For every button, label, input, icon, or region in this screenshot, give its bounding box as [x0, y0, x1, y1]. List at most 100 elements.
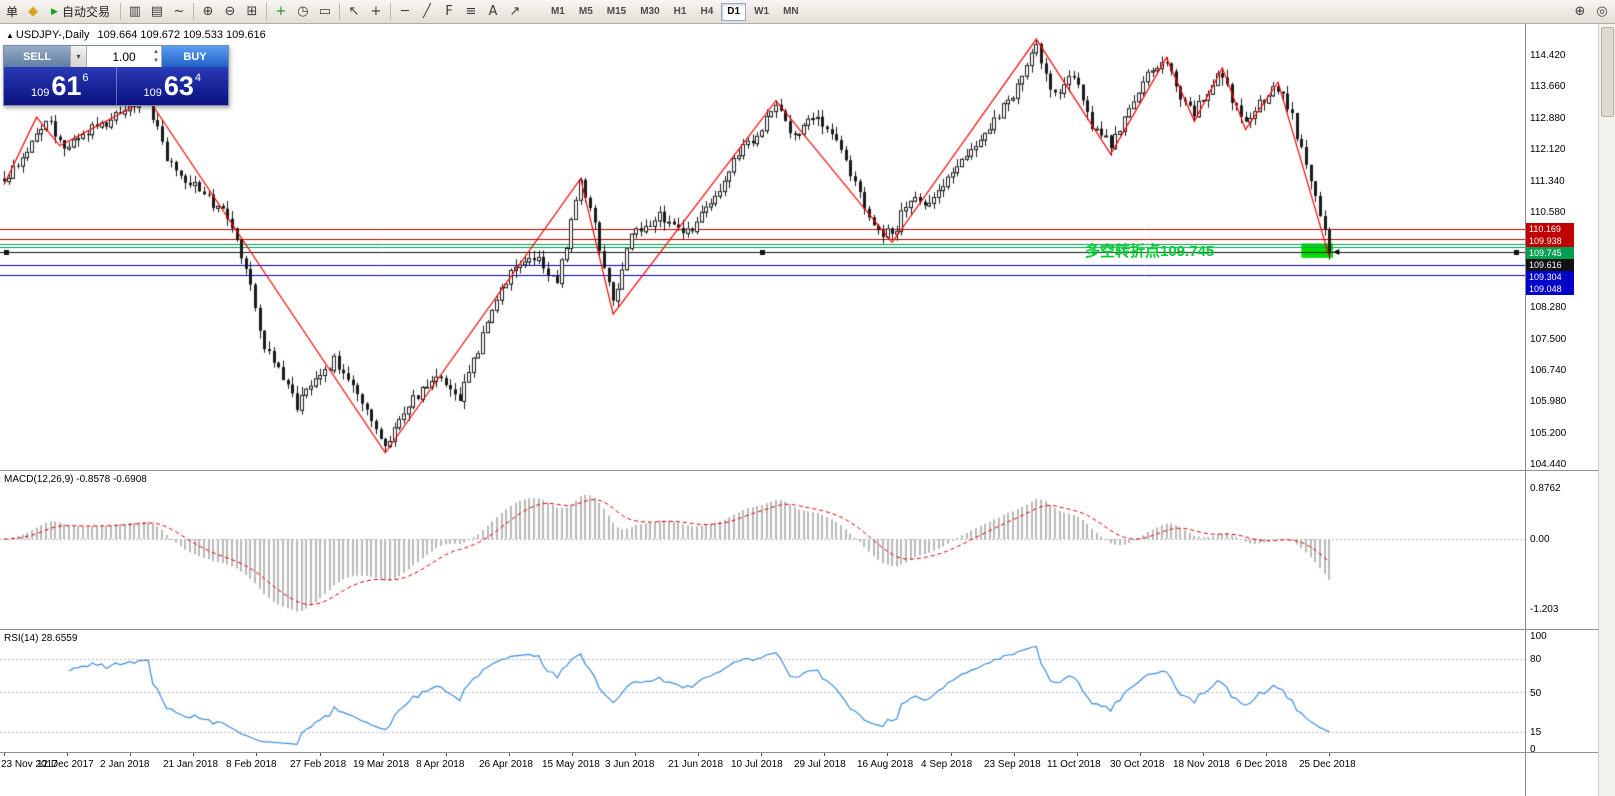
ask-prefix: 109: [143, 87, 162, 99]
time-axis-tick: [130, 753, 131, 756]
date-axis-label: 18 Nov 2018: [1173, 759, 1230, 770]
zoom-in-icon[interactable]: ⊕: [197, 2, 219, 22]
timeframe-button-m30[interactable]: M30: [634, 3, 665, 21]
volume-dropdown-button[interactable]: ▾: [70, 46, 87, 67]
bid-big-digits: 61: [51, 70, 82, 101]
ask-big-digits: 63: [163, 70, 194, 101]
price-chart-panel[interactable]: ▲ USDJPY-,Daily 109.664 109.672 109.533 1…: [0, 24, 1526, 470]
volume-input[interactable]: 1.00 ▲ ▼: [87, 46, 161, 67]
trendline-icon[interactable]: ╱: [416, 2, 438, 22]
timeframe-button-d1[interactable]: D1: [721, 2, 747, 21]
price-level-badge: 109.304: [1526, 271, 1575, 284]
tile-windows-icon[interactable]: ⊞: [241, 2, 263, 22]
time-axis-tick: [383, 753, 384, 756]
volume-up-icon[interactable]: ▲: [153, 48, 159, 55]
timeframe-button-m5[interactable]: M5: [573, 3, 599, 21]
ask-price[interactable]: 109 63 4: [115, 67, 229, 105]
time-axis-tick: [4, 753, 5, 756]
time-axis-tick: [446, 753, 447, 756]
crosshair-icon[interactable]: +: [365, 2, 387, 22]
time-axis[interactable]: 23 Nov 2017 12 Dec 2017 2 Jan 2018 21 Jan 2…: [0, 753, 1526, 777]
macd-canvas[interactable]: [0, 471, 1526, 629]
new-order-button[interactable]: 单: [6, 5, 19, 19]
candlestick-chart-canvas[interactable]: [0, 24, 1526, 470]
rsi-panel[interactable]: RSI(14) 28.6559: [0, 630, 1526, 752]
price-axis-label: 107.500: [1530, 333, 1567, 345]
volume-down-icon[interactable]: ▼: [153, 57, 159, 64]
panel-separator[interactable]: [0, 752, 1526, 753]
bar-chart-icon[interactable]: ▥: [124, 2, 146, 22]
time-axis-tick: [1203, 753, 1204, 756]
scrollbar-thumb[interactable]: [1601, 27, 1614, 117]
axis-separator: [1526, 470, 1598, 471]
text-icon[interactable]: A: [482, 2, 504, 22]
fibonacci-icon[interactable]: F: [438, 2, 460, 22]
macd-panel[interactable]: MACD(12,26,9) -0.8578 -0.6908: [0, 471, 1526, 629]
time-axis-tick: [951, 753, 952, 756]
time-axis-tick: [320, 753, 321, 756]
timeframe-button-h4[interactable]: H4: [694, 3, 719, 21]
chart-symbol-period: USDJPY-,Daily: [15, 29, 90, 41]
one-click-trading-panel: SELL ▾ 1.00 ▲ ▼ BUY 109: [3, 45, 229, 106]
magnifier-plus-icon[interactable]: ⊕: [1569, 2, 1591, 22]
ask-pipette: 4: [194, 72, 202, 84]
date-axis-label: 23 Nov 2017: [1, 759, 58, 770]
time-axis-tick: [635, 753, 636, 756]
price-level-badge: 109.048: [1526, 283, 1575, 296]
auto-trading-button[interactable]: ▶ 自动交易: [44, 2, 117, 22]
timeframe-button-m1[interactable]: M1: [545, 3, 571, 21]
period-icon[interactable]: ◷: [292, 2, 314, 22]
title-triangle-icon: ▲: [6, 31, 14, 40]
price-level-badge: 109.745: [1526, 247, 1575, 260]
timeframe-button-w1[interactable]: W1: [748, 3, 775, 21]
time-axis-tick: [1014, 753, 1015, 756]
panel-separator[interactable]: [0, 629, 1526, 630]
time-axis-tick: [193, 753, 194, 756]
timeframe-button-m15[interactable]: M15: [601, 3, 632, 21]
new-chart-icon[interactable]: +: [270, 2, 292, 22]
date-axis-label: 30 Oct 2018: [1110, 759, 1165, 770]
channels-icon[interactable]: ≡: [460, 2, 482, 22]
time-axis-tick: [572, 753, 573, 756]
date-axis-label: 11 Oct 2018: [1047, 759, 1101, 770]
snapshot-icon[interactable]: ▭: [314, 2, 336, 22]
bid-price[interactable]: 109 61 6: [4, 67, 116, 105]
date-axis-label: 19 Mar 2018: [353, 759, 410, 770]
date-axis-label: 8 Apr 2018: [416, 759, 465, 770]
candlestick-chart-icon[interactable]: ▤: [146, 2, 168, 22]
price-axis-label: 113.660: [1530, 80, 1566, 92]
timeframe-button-mn[interactable]: MN: [777, 3, 805, 21]
macd-axis-label: 0.00: [1530, 534, 1550, 545]
orders-icon[interactable]: ◆: [22, 2, 44, 22]
chart-title: ▲ USDJPY-,Daily 109.664 109.672 109.533 1…: [6, 29, 266, 41]
sell-button[interactable]: SELL: [4, 46, 70, 67]
date-axis-label: 26 Apr 2018: [479, 759, 533, 770]
price-axis[interactable]: 114.420 113.660 112.880 112.120 111.340 110.5…: [1526, 24, 1598, 796]
time-axis-tick: [824, 753, 825, 756]
macd-axis-label: -1.203: [1530, 603, 1559, 615]
time-axis-tick: [1329, 753, 1330, 756]
price-axis-label: 114.420: [1530, 49, 1566, 61]
rsi-axis-label: 0: [1530, 744, 1536, 755]
vertical-scrollbar[interactable]: [1598, 24, 1615, 796]
macd-axis-label: 0.8762: [1530, 483, 1561, 495]
time-axis-tick: [761, 753, 762, 756]
panel-separator[interactable]: [0, 470, 1526, 471]
line-chart-icon[interactable]: ~: [168, 2, 190, 22]
cursor-icon[interactable]: ↖: [343, 2, 365, 22]
timeframe-button-h1[interactable]: H1: [668, 3, 693, 21]
bid-prefix: 109: [30, 87, 50, 99]
arrows-icon[interactable]: ↗: [504, 2, 526, 22]
price-axis-label: 105.200: [1530, 428, 1567, 440]
date-axis-label: 8 Feb 2018: [226, 759, 277, 770]
workspace: ▲ USDJPY-,Daily 109.664 109.672 109.533 1…: [0, 24, 1615, 796]
date-axis-label: 12 Dec 2017: [37, 759, 94, 770]
date-axis-label: 29 Jul 2018: [794, 759, 846, 770]
zoom-out-icon[interactable]: ⊖: [219, 2, 241, 22]
magnifier-icon[interactable]: ◎: [1591, 2, 1613, 22]
volume-value: 1.00: [112, 49, 136, 64]
horizontal-line-icon[interactable]: ─: [394, 2, 416, 22]
rsi-canvas[interactable]: [0, 630, 1526, 752]
buy-button[interactable]: BUY: [161, 46, 228, 67]
